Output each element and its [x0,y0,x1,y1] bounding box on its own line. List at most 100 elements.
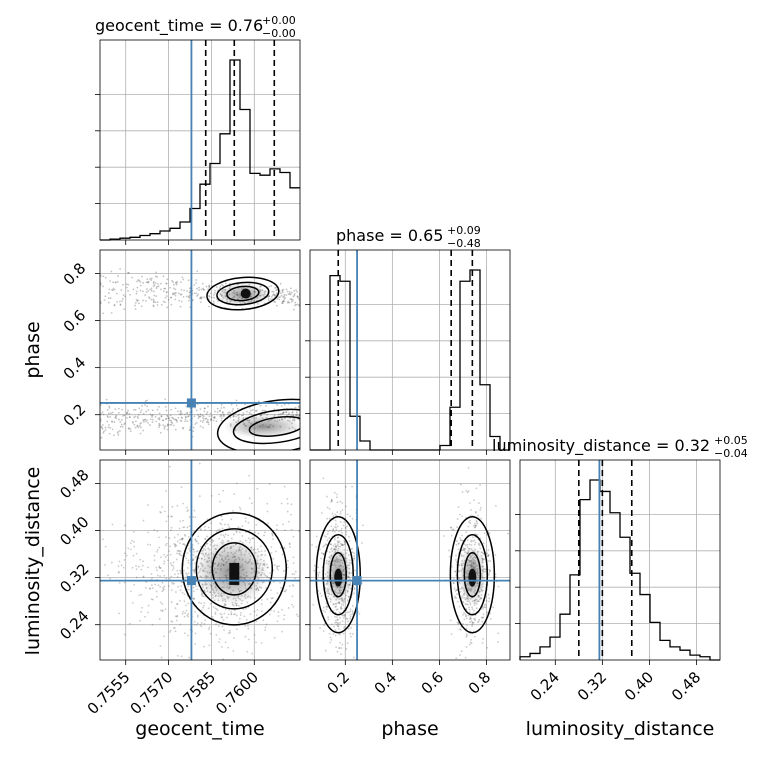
sample-point [179,419,182,422]
xtick-label-phase: 0.4 [371,668,401,698]
sample-point [343,541,346,543]
sample-point [288,301,291,304]
sample-point [238,506,241,509]
sample-point [173,543,176,545]
sample-point [223,523,226,526]
sample-point [220,534,223,536]
sample-point [181,554,184,557]
title-luminosity-distance: luminosity_distance = 0.32 [492,436,710,456]
sample-point [192,597,195,600]
sample-point [161,586,164,589]
sample-point [134,308,137,311]
sample-point [295,288,297,291]
sample-point [249,538,252,541]
sample-point [171,279,173,282]
sample-point [284,296,287,299]
sample-point [187,572,190,575]
sample-point [194,556,197,559]
sample-point [205,543,208,545]
sample-point [175,544,178,547]
sample-point [148,297,151,300]
sample-point [170,423,173,426]
sample-point [203,296,206,299]
frame-luminosity-distance-vs-geocent-time [99,459,301,661]
sample-point [129,293,131,296]
sample-point [470,540,473,543]
sample-point [237,414,240,417]
sample-point [153,529,156,532]
sample-point [342,604,345,607]
sample-point [154,301,157,304]
sample-point [202,426,204,429]
sample-point [109,426,112,429]
panel-luminosity-distance-vs-phase [305,459,511,665]
contour-line [248,415,300,437]
sample-point [291,411,294,414]
sample-point [163,588,165,590]
sample-point [293,308,295,311]
sample-point [260,545,262,548]
sample-point [326,533,329,535]
sample-point [182,526,185,529]
sample-point [214,613,217,615]
sample-point [301,415,303,417]
sample-point [154,275,157,278]
sample-point [232,415,235,418]
sample-point [211,539,214,542]
sample-point [292,562,295,565]
sample-point [101,411,104,414]
sample-point [208,305,211,308]
sample-point [277,568,280,571]
sample-point [471,621,474,624]
sample-point [330,623,333,626]
sample-point [450,534,453,537]
sample-point [481,608,484,610]
sample-point [334,543,337,546]
sample-point [134,302,137,304]
sample-point [179,413,182,416]
sample-point [467,466,470,469]
sample-point [450,565,453,568]
sample-point [183,600,186,603]
sample-point [291,595,294,598]
sample-point [107,426,110,429]
sample-point [141,404,143,407]
sample-point [232,509,234,512]
sample-point [281,290,284,292]
sample-point [106,574,109,577]
sample-point [177,572,180,575]
sample-point [156,551,158,553]
frame-phase-vs-geocent-time [99,249,301,451]
sample-point [193,623,196,626]
sample-point [120,289,123,291]
sample-point [252,537,255,540]
sample-point [127,547,130,550]
sample-point [319,592,322,595]
sample-point [135,568,138,571]
sample-point [187,415,189,418]
sample-point [154,282,157,284]
sample-point [200,622,203,624]
sample-point [187,634,189,637]
sample-point [164,398,167,401]
sample-point [139,422,142,425]
sample-point [169,577,171,580]
sample-point [118,411,120,414]
sample-point [317,566,319,569]
sample-point [337,536,340,539]
sample-point [195,550,198,553]
sample-point [302,414,304,416]
sample-point [131,421,134,424]
sample-point [483,606,486,609]
sample-point [182,610,185,613]
sample-point [470,539,473,542]
sample-point [290,298,293,301]
sample-point [108,424,110,426]
sample-point [485,599,488,602]
sample-point [159,431,162,434]
sample-point [163,562,165,565]
sample-point [305,549,307,551]
sample-point [291,584,294,586]
sample-point [184,416,187,418]
sample-point [457,548,460,551]
